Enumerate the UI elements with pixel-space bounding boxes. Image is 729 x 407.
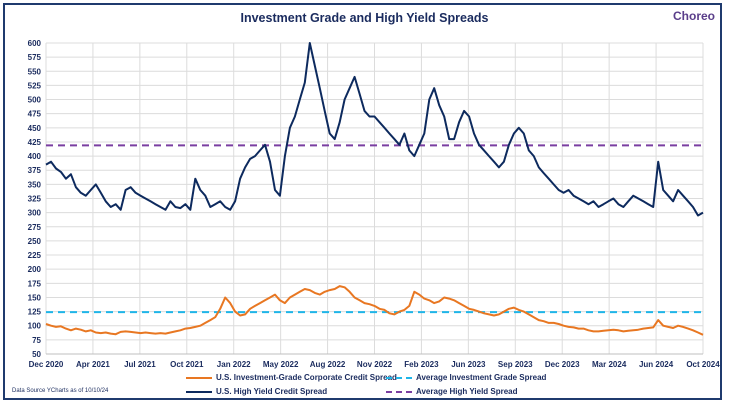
y-tick-label: 275 [28, 223, 42, 232]
y-tick-label: 450 [28, 124, 42, 133]
y-tick-label: 225 [28, 251, 42, 260]
y-tick-label: 100 [28, 322, 42, 331]
data-source-note: Data Source YCharts as of 10/10/24 [12, 388, 109, 394]
y-tick-label: 550 [28, 67, 42, 76]
legend-ig: U.S. Investment-Grade Corporate Credit S… [186, 373, 397, 382]
y-tick-label: 350 [28, 180, 42, 189]
legend-hy-avg-swatch [386, 390, 412, 393]
legend-hy-avg-label: Average High Yield Spread [416, 387, 518, 396]
x-tick-label: Oct 2021 [170, 360, 204, 369]
chart-title: Investment Grade and High Yield Spreads [240, 11, 489, 25]
x-tick-label: Jan 2022 [217, 360, 251, 369]
investment-grade-series-line [45, 285, 704, 336]
x-axis-ticks: Dec 2020 Apr 2021 Jul 2021 Oct 2021 Jan 2022… [29, 360, 721, 369]
legend-hy: U.S. High Yield Credit Spread [186, 387, 327, 396]
legend-ig-avg-label: Average Investment Grade Spread [416, 373, 547, 382]
legend-ig-swatch [186, 376, 212, 379]
x-tick-label: Sep 2023 [498, 360, 533, 369]
y-tick-label: 125 [28, 308, 42, 317]
legend-hy-label: U.S. High Yield Credit Spread [216, 387, 328, 396]
y-tick-label: 400 [28, 152, 42, 161]
y-tick-label: 325 [28, 195, 42, 204]
y-tick-label: 300 [28, 209, 42, 218]
x-tick-label: Dec 2023 [545, 360, 580, 369]
series-lines [45, 42, 704, 336]
y-tick-label: 50 [32, 350, 41, 359]
x-tick-label: Oct 2024 [686, 360, 720, 369]
y-tick-label: 525 [28, 81, 42, 90]
x-tick-label: Dec 2020 [29, 360, 64, 369]
x-tick-label: Jul 2021 [124, 360, 156, 369]
x-tick-label: Aug 2022 [310, 360, 346, 369]
y-tick-label: 500 [28, 96, 42, 105]
x-tick-label: Feb 2023 [404, 360, 439, 369]
legend-ig-label: U.S. Investment-Grade Corporate Credit S… [216, 373, 397, 382]
y-tick-label: 425 [28, 138, 42, 147]
legend-ig-avg: Average Investment Grade Spread [386, 373, 546, 382]
x-tick-label: Jun 2023 [451, 360, 486, 369]
y-tick-label: 375 [28, 166, 42, 175]
legend-ig-avg-swatch [386, 376, 412, 379]
y-tick-label: 475 [28, 110, 42, 119]
high-yield-series-line [45, 42, 704, 217]
x-tick-label: Mar 2024 [592, 360, 627, 369]
choreo-logo: Choreo [673, 9, 715, 23]
x-tick-label: Apr 2021 [76, 360, 110, 369]
x-tick-label: Nov 2022 [357, 360, 393, 369]
legend-hy-swatch [186, 390, 212, 393]
y-tick-label: 175 [28, 279, 42, 288]
y-axis-ticks: 50 75 100 125 150 175 200 225 250 275 300 325 350 375… [28, 39, 42, 359]
y-tick-label: 600 [28, 39, 42, 48]
x-tick-label: May 2022 [263, 360, 299, 369]
x-tick-label: Jun 2024 [639, 360, 674, 369]
y-tick-label: 75 [32, 336, 41, 345]
y-tick-label: 150 [28, 293, 42, 302]
y-tick-label: 200 [28, 265, 42, 274]
y-tick-label: 250 [28, 237, 42, 246]
legend-hy-avg: Average High Yield Spread [386, 387, 518, 396]
y-tick-label: 575 [28, 53, 42, 62]
